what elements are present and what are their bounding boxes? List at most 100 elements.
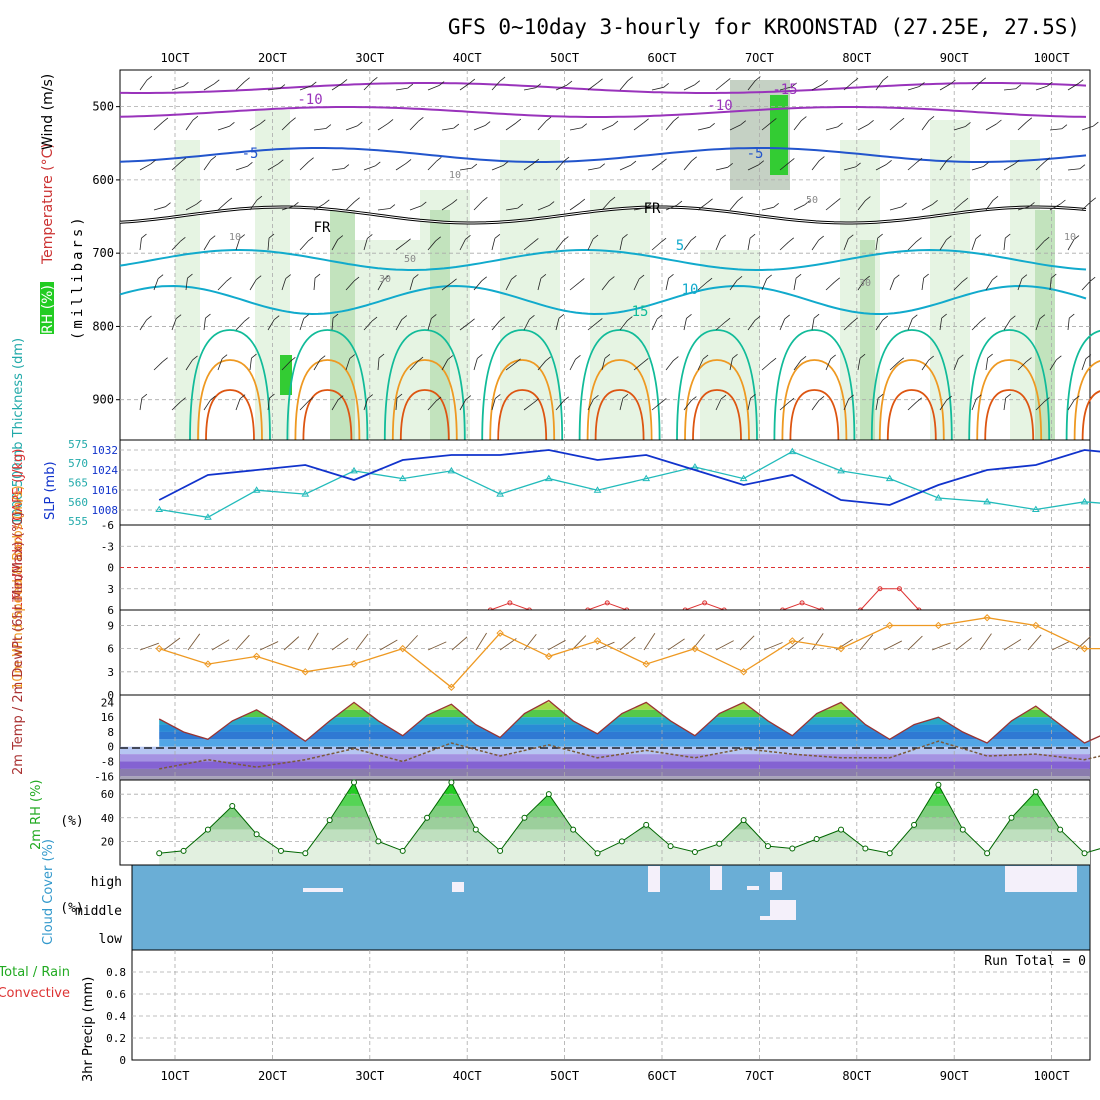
- wind-barb: [729, 358, 733, 371]
- surface-barb: [235, 634, 250, 651]
- wind-barb: [619, 320, 628, 331]
- lifted-segment: [782, 602, 803, 611]
- wind-barb-flag: [656, 314, 663, 320]
- wind-barb-flag: [1077, 79, 1084, 84]
- wind-barb-flag: [597, 78, 603, 84]
- surface-barb: [931, 642, 951, 651]
- wind-point: [301, 668, 310, 676]
- surface-barb: [475, 632, 487, 651]
- wind-barb-flag: [813, 313, 820, 319]
- wind-barb: [1035, 161, 1046, 171]
- temp-tick: 16: [101, 711, 114, 724]
- thickness-point: [739, 474, 748, 482]
- rh-band-mid: [1035, 210, 1055, 440]
- thickness-line: [159, 450, 1100, 518]
- wind-barb: [665, 204, 678, 211]
- wind-barb-flag: [638, 274, 645, 280]
- wind-barb: [715, 82, 726, 91]
- wind-barb-flag: [499, 76, 506, 82]
- precip-frame: [131, 949, 1091, 1061]
- wind-barb-flag: [894, 274, 900, 280]
- wind-barb: [235, 238, 241, 251]
- wind-barb: [345, 280, 355, 291]
- wind-barb-flag: [465, 395, 472, 400]
- wind-barb-flag: [349, 354, 355, 359]
- wind-barb-flag: [916, 237, 922, 242]
- wind-barb-flag: [1060, 199, 1066, 205]
- wind-barb: [171, 401, 181, 411]
- wind-barb-flag: [604, 354, 611, 359]
- wind-point: [1080, 644, 1089, 653]
- wind-barb-flag: [1043, 236, 1050, 242]
- wind-barb: [939, 399, 948, 411]
- rh-band-mid: [860, 240, 875, 440]
- wind-barb-flag: [469, 318, 475, 324]
- wind-barb: [793, 204, 805, 211]
- surface-barb: [859, 634, 874, 651]
- thickness-point: [544, 474, 553, 482]
- wind-barb-flag: [789, 158, 795, 163]
- wind-barb-flag: [660, 237, 667, 243]
- wind-barb: [907, 241, 917, 251]
- wind-barb-flag: [255, 275, 262, 281]
- thickness-point: [301, 490, 310, 497]
- wind-barb: [779, 401, 790, 411]
- lifted-point: [702, 600, 708, 606]
- wind-barb: [921, 204, 933, 211]
- wind-speed-line: [159, 617, 1100, 689]
- bottom-x-label: 2OCT: [258, 1069, 287, 1083]
- wind-barb: [555, 160, 565, 171]
- surface-barb: [523, 633, 537, 651]
- wind-barb: [1049, 359, 1057, 371]
- wind-barb: [555, 240, 564, 251]
- rh-tick: 60: [101, 788, 114, 801]
- wind-barb-flag: [736, 275, 743, 281]
- wind-barb-flag: [157, 274, 164, 280]
- wind-barb-flag: [579, 278, 585, 283]
- wind-axis-label: Wind (m/s): [40, 74, 56, 150]
- wind-barb-flag: [221, 354, 228, 360]
- wind-point: [1032, 621, 1040, 630]
- bottom-x-label: 7OCT: [745, 1069, 774, 1083]
- cloud-gaps: [303, 866, 1077, 920]
- wind-barb: [203, 318, 206, 331]
- wind-tick: 6: [107, 643, 114, 656]
- wind-barb-flag: [187, 273, 193, 279]
- wind-barb-flag: [341, 79, 348, 84]
- cloud-gap: [1035, 866, 1065, 874]
- bottom-x-label: 10OCT: [1034, 1069, 1070, 1083]
- rh-band: [700, 250, 760, 440]
- wind-barb-flag: [293, 201, 299, 207]
- slp-frame: [119, 439, 1091, 526]
- wind-barb: [825, 126, 838, 131]
- wind-barb-flag: [451, 278, 457, 284]
- wind-barb: [939, 83, 951, 91]
- wind-barb-flag: [180, 237, 186, 242]
- wind-barb: [473, 358, 478, 371]
- isotherm-warm: [781, 359, 848, 441]
- cloud-tick: low: [99, 932, 123, 947]
- wind-barb-flag: [661, 398, 667, 403]
- wind-barb: [715, 238, 722, 251]
- wind-barb-flag: [229, 121, 235, 127]
- rh-band-mid: [330, 210, 355, 440]
- lifted-segment: [685, 602, 705, 611]
- wind-barb: [1017, 278, 1023, 291]
- wind-barb: [217, 125, 230, 131]
- wind-barb: [235, 321, 245, 331]
- wind-barb-flag: [307, 236, 314, 242]
- wind-barb-flag: [771, 118, 777, 123]
- wind-barb-flag: [180, 157, 187, 163]
- wind-barb: [171, 241, 181, 251]
- wind-barb-flag: [788, 237, 795, 243]
- wind-barb-flag: [599, 163, 606, 169]
- wind-barb-flag: [750, 393, 756, 399]
- wind-barb: [139, 398, 143, 411]
- isotherm-warm: [189, 329, 271, 441]
- wind-barb: [779, 162, 790, 171]
- wind-tick: 3: [107, 666, 114, 679]
- temperature-panel: 24 16 8 0 -8-16 2m Temp / 2m DewPt (6hr Min/…: [11, 512, 1100, 783]
- isotherm-warm: [383, 329, 466, 441]
- wind-barb: [683, 240, 692, 251]
- isotherm-warm: [870, 329, 953, 441]
